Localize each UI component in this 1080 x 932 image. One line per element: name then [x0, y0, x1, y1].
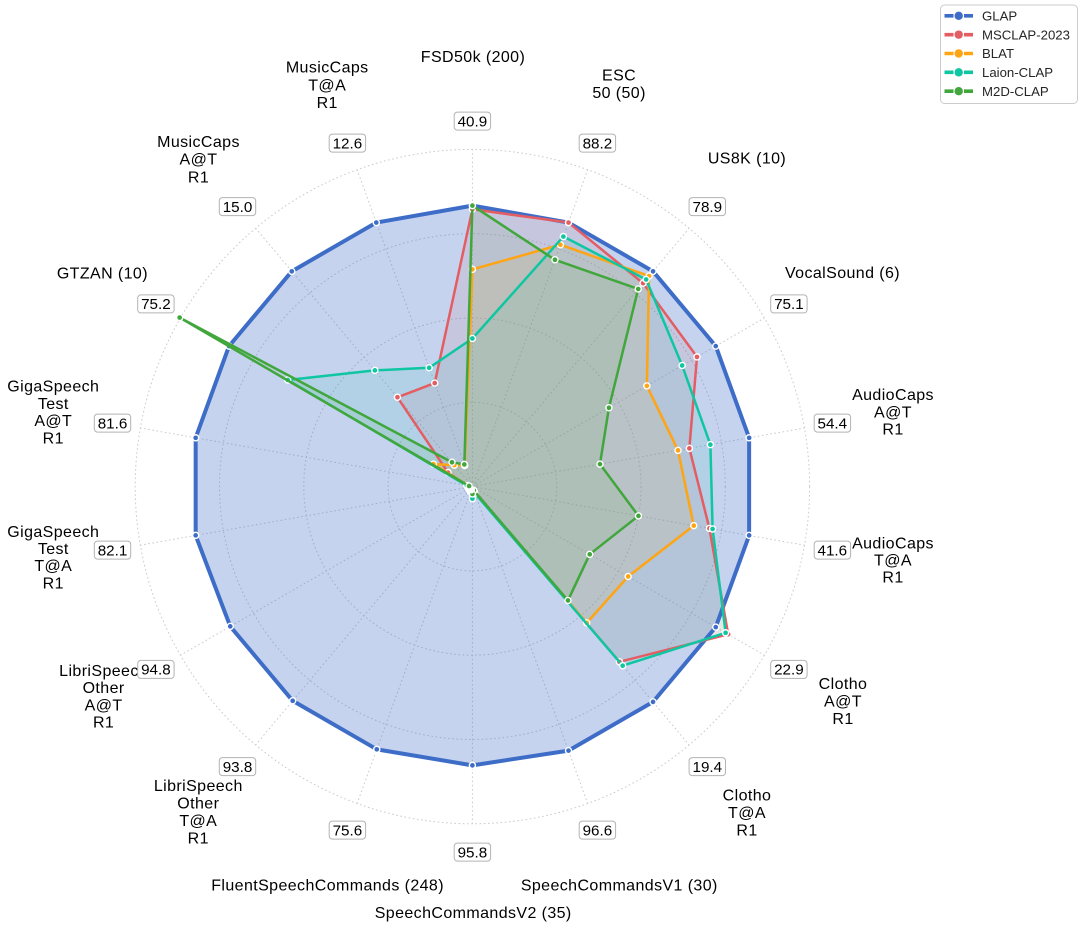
- svg-text:MusicCaps: MusicCaps: [157, 134, 240, 151]
- svg-text:R1: R1: [882, 570, 903, 587]
- svg-text:A@T: A@T: [180, 152, 218, 169]
- svg-text:78.9: 78.9: [693, 199, 723, 216]
- svg-text:R1: R1: [882, 422, 903, 439]
- svg-text:T@A: T@A: [34, 558, 72, 575]
- svg-text:95.8: 95.8: [458, 844, 488, 861]
- svg-text:R1: R1: [736, 823, 757, 840]
- svg-text:40.9: 40.9: [458, 113, 488, 130]
- svg-text:A@T: A@T: [824, 694, 862, 711]
- svg-text:FluentSpeechCommands (248): FluentSpeechCommands (248): [211, 877, 444, 894]
- svg-text:AudioCaps: AudioCaps: [852, 536, 934, 553]
- svg-text:GLAP: GLAP: [982, 9, 1017, 24]
- svg-text:R1: R1: [43, 576, 64, 593]
- svg-text:R1: R1: [188, 830, 209, 847]
- svg-text:Other: Other: [177, 796, 219, 813]
- svg-text:75.1: 75.1: [774, 296, 804, 313]
- svg-text:T@A: T@A: [874, 553, 912, 570]
- svg-text:22.9: 22.9: [774, 662, 804, 679]
- svg-text:R1: R1: [832, 711, 853, 728]
- svg-text:R1: R1: [43, 430, 64, 447]
- svg-text:94.8: 94.8: [141, 662, 171, 679]
- svg-text:GTZAN (10): GTZAN (10): [57, 265, 148, 282]
- svg-text:19.4: 19.4: [693, 759, 723, 776]
- svg-text:US8K (10): US8K (10): [708, 150, 786, 167]
- svg-text:Test: Test: [38, 541, 69, 558]
- svg-text:Other: Other: [83, 680, 125, 697]
- svg-text:15.0: 15.0: [223, 199, 253, 216]
- svg-text:82.1: 82.1: [98, 542, 128, 559]
- svg-text:Test: Test: [38, 396, 69, 413]
- svg-text:12.6: 12.6: [333, 135, 363, 152]
- svg-text:AudioCaps: AudioCaps: [852, 387, 934, 404]
- svg-text:54.4: 54.4: [818, 415, 848, 432]
- svg-text:ESC: ESC: [602, 67, 636, 84]
- svg-text:A@T: A@T: [34, 413, 72, 430]
- svg-text:Clotho: Clotho: [819, 676, 868, 693]
- svg-text:A@T: A@T: [874, 405, 912, 422]
- svg-text:Laion-CLAP: Laion-CLAP: [982, 65, 1053, 80]
- svg-text:R1: R1: [93, 715, 114, 732]
- svg-text:T@A: T@A: [179, 813, 217, 830]
- svg-text:A@T: A@T: [85, 697, 123, 714]
- svg-text:LibriSpeech: LibriSpeech: [59, 663, 148, 680]
- svg-text:R1: R1: [188, 170, 209, 187]
- svg-text:FSD50k (200): FSD50k (200): [421, 49, 525, 66]
- svg-text:MusicCaps: MusicCaps: [286, 60, 369, 77]
- svg-text:BLAT: BLAT: [982, 46, 1014, 61]
- svg-text:LibriSpeech: LibriSpeech: [154, 778, 243, 795]
- svg-text:VocalSound (6): VocalSound (6): [785, 265, 900, 282]
- svg-text:M2D-CLAP: M2D-CLAP: [982, 84, 1049, 99]
- svg-text:R1: R1: [317, 95, 338, 112]
- svg-text:75.6: 75.6: [333, 822, 363, 839]
- svg-text:SpeechCommandsV2 (35): SpeechCommandsV2 (35): [375, 905, 572, 922]
- svg-text:Clotho: Clotho: [723, 787, 772, 804]
- svg-text:GigaSpeech: GigaSpeech: [7, 379, 99, 396]
- svg-text:T@A: T@A: [308, 78, 346, 95]
- svg-text:75.2: 75.2: [141, 296, 171, 313]
- svg-text:81.6: 81.6: [98, 415, 128, 432]
- svg-text:T@A: T@A: [728, 805, 766, 822]
- svg-text:93.8: 93.8: [223, 759, 253, 776]
- svg-text:SpeechCommandsV1 (30): SpeechCommandsV1 (30): [521, 877, 718, 894]
- svg-text:88.2: 88.2: [583, 135, 613, 152]
- svg-text:MSCLAP-2023: MSCLAP-2023: [982, 27, 1070, 42]
- svg-text:GigaSpeech: GigaSpeech: [7, 524, 99, 541]
- svg-text:41.6: 41.6: [818, 542, 848, 559]
- svg-text:96.6: 96.6: [583, 822, 613, 839]
- svg-text:50 (50): 50 (50): [592, 85, 646, 102]
